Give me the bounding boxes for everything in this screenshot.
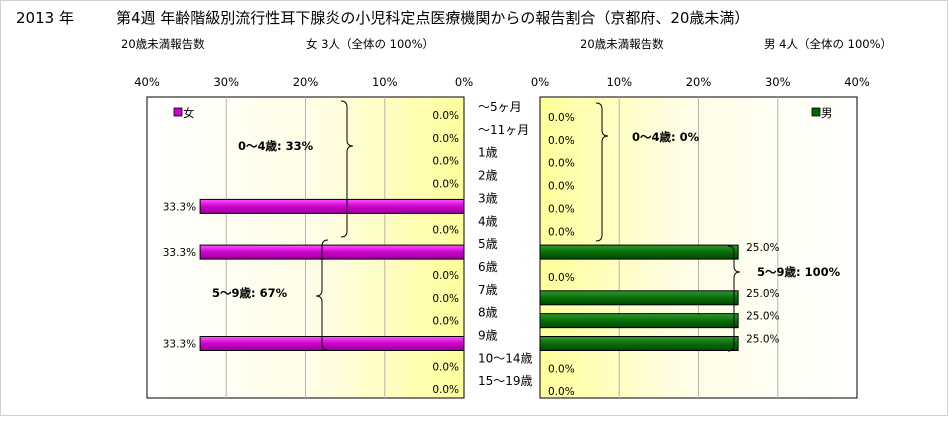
age-category-label: 10～14歳 xyxy=(478,351,533,365)
age-category-label: ～5ヶ月 xyxy=(478,100,522,114)
female-legend-swatch xyxy=(173,107,183,117)
left-tick-label: 10% xyxy=(372,75,398,89)
right-count-label: 20歳未満報告数 xyxy=(580,37,664,51)
female-value-label: 0.0% xyxy=(432,316,459,328)
age-category-label: 9歳 xyxy=(478,329,498,343)
male-value-label: 25.0% xyxy=(746,311,779,323)
male-bar xyxy=(539,336,739,351)
female-bar xyxy=(199,198,465,214)
left-tick-label: 20% xyxy=(293,75,319,89)
male-legend-swatch xyxy=(811,107,821,117)
female-value-label: 33.3% xyxy=(163,247,196,259)
age-category-label: 3歳 xyxy=(478,191,498,205)
female-value-label: 0.0% xyxy=(432,361,459,373)
male-value-label: 0.0% xyxy=(548,226,575,238)
female-value-label: 0.0% xyxy=(432,384,459,396)
male-value-label: 0.0% xyxy=(548,181,575,193)
female-value-label: 0.0% xyxy=(432,224,459,236)
female-bar xyxy=(199,336,465,351)
age-category-label: ～11ヶ月 xyxy=(478,123,529,137)
male-value-label: 25.0% xyxy=(746,242,779,254)
left-value-labels: 0.0% 0.0% 0.0% 0.0% 33.3% 0.0% 33.3% 0.0% 0.0% 0.… xyxy=(163,110,459,396)
right-tick-label: 40% xyxy=(844,75,870,89)
male-value-label: 0.0% xyxy=(548,386,575,398)
right-annotation-5-9: 5～9歳: 100% xyxy=(757,265,841,279)
female-value-label: 0.0% xyxy=(432,270,459,282)
right-brace-5-9 xyxy=(727,245,741,352)
left-tick-label: 0% xyxy=(455,75,473,89)
right-bars xyxy=(539,244,739,351)
left-annotation-5-9: 5～9歳: 67% xyxy=(212,286,288,300)
female-value-label: 0.0% xyxy=(432,179,459,191)
male-value-label: 25.0% xyxy=(746,288,779,300)
age-category-label: 8歳 xyxy=(478,306,498,320)
age-category-label: 4歳 xyxy=(478,214,498,228)
female-legend-label: 女 xyxy=(183,106,195,120)
right-value-labels: 0.0% 0.0% 0.0% 0.0% 0.0% 0.0% 25.0% 0.0% 25.0% 25… xyxy=(548,112,780,398)
male-value-label: 0.0% xyxy=(548,363,575,375)
male-value-label: 0.0% xyxy=(548,272,575,284)
year-label: 2013 年 xyxy=(16,9,74,27)
right-tick-label: 10% xyxy=(606,75,632,89)
left-annotation-0-4: 0～4歳: 33% xyxy=(238,139,314,153)
left-count-label: 20歳未満報告数 xyxy=(121,37,205,51)
right-tick-label: 0% xyxy=(531,75,549,89)
right-tick-label: 30% xyxy=(765,75,791,89)
male-value-label: 0.0% xyxy=(548,135,575,147)
male-value-label: 0.0% xyxy=(548,112,575,124)
female-value-label: 0.0% xyxy=(432,293,459,305)
male-bar xyxy=(539,290,739,306)
age-category-label: 2歳 xyxy=(478,169,498,183)
female-bar xyxy=(199,244,465,260)
right-annotation-0-4: 0～4歳: 0% xyxy=(632,130,700,144)
left-count-text: 女 3人（全体の 100%） xyxy=(306,37,434,51)
right-tick-label: 20% xyxy=(686,75,712,89)
female-value-label: 0.0% xyxy=(432,110,459,122)
male-value-label: 0.0% xyxy=(548,158,575,170)
female-value-label: 0.0% xyxy=(432,156,459,168)
left-tick-label: 40% xyxy=(134,75,160,89)
age-category-label: 6歳 xyxy=(478,260,498,274)
male-bar xyxy=(539,244,739,260)
right-brace-0-4 xyxy=(595,102,609,242)
male-value-label: 0.0% xyxy=(548,203,575,215)
age-category-label: 7歳 xyxy=(478,283,498,297)
male-bar xyxy=(539,313,739,329)
left-tick-label: 30% xyxy=(213,75,239,89)
age-category-label: 5歳 xyxy=(478,237,498,251)
brace-marks xyxy=(315,100,741,352)
age-category-label: 1歳 xyxy=(478,146,498,160)
chart-title: 第4週 年齢階級別流行性耳下腺炎の小児科定点医療機関からの報告割合（京都府、20… xyxy=(116,9,749,27)
male-legend-label: 男 xyxy=(821,106,833,120)
right-axis-ticks: 0% 10% 20% 30% 40% xyxy=(531,75,870,89)
age-category-label: 15～19歳 xyxy=(478,374,533,388)
female-value-label: 33.3% xyxy=(163,201,196,213)
female-value-label: 0.0% xyxy=(432,133,459,145)
right-count-text: 男 4人（全体の 100%） xyxy=(764,37,892,51)
female-value-label: 33.3% xyxy=(163,339,196,351)
left-brace-0-4 xyxy=(340,100,354,238)
left-bars xyxy=(199,198,465,351)
left-brace-5-9 xyxy=(315,239,329,351)
male-value-label: 25.0% xyxy=(746,334,779,346)
left-axis-ticks: 40% 30% 20% 10% 0% xyxy=(134,75,473,89)
age-category-labels: ～5ヶ月 ～11ヶ月 1歳 2歳 3歳 4歳 5歳 6歳 7歳 8歳 9歳 10～14歳 15～19歳 xyxy=(478,100,533,388)
